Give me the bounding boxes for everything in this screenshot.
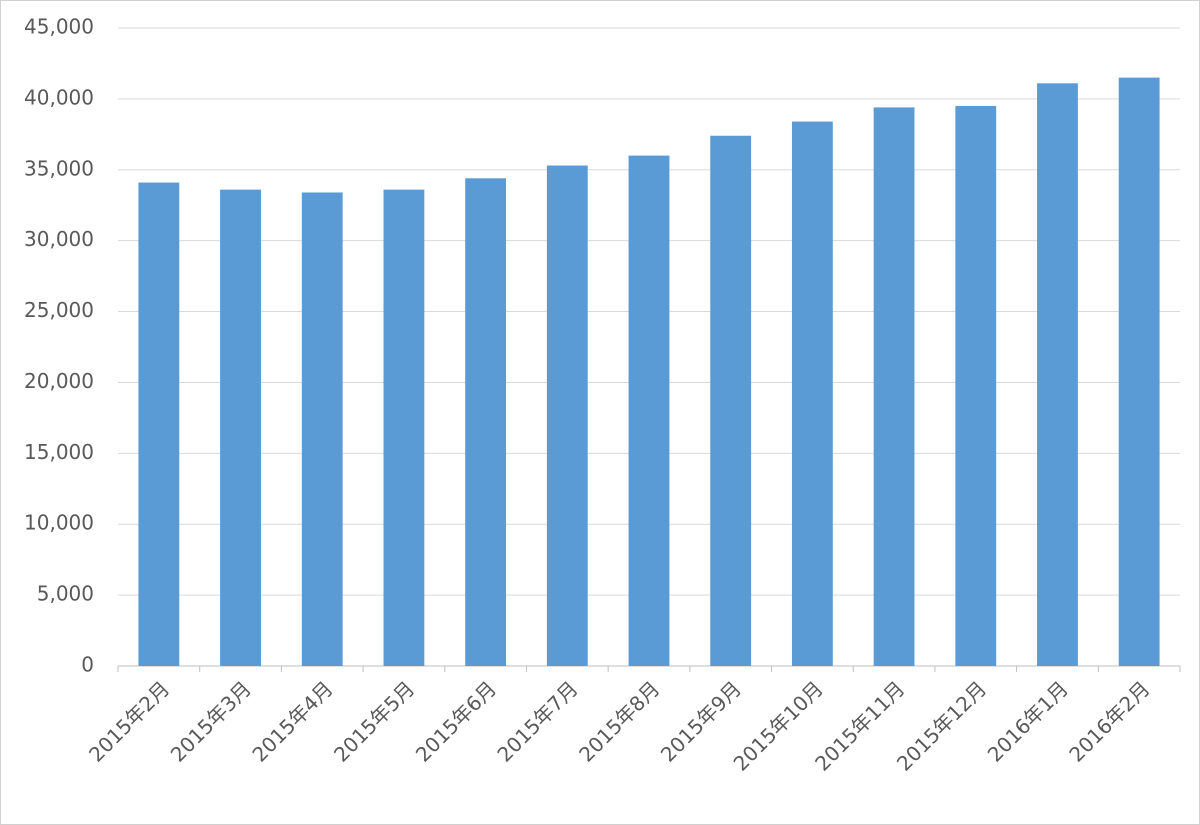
y-tick-label: 5,000: [37, 582, 94, 606]
bar: [1037, 83, 1078, 666]
bar: [383, 189, 425, 667]
y-tick-label: 40,000: [24, 85, 94, 109]
bar: [955, 105, 997, 666]
bar: [873, 107, 915, 666]
bar: [138, 182, 180, 666]
y-tick-label: 35,000: [24, 156, 94, 180]
bar: [301, 192, 343, 666]
bar: [710, 135, 752, 667]
y-tick-label: 10,000: [24, 511, 94, 535]
y-tick-label: 45,000: [24, 15, 94, 39]
bar: [546, 165, 588, 666]
bar: [220, 189, 261, 667]
y-tick-label: 15,000: [24, 440, 94, 464]
y-tick-label: 30,000: [24, 227, 94, 251]
bar: [628, 155, 670, 666]
bar: [1118, 77, 1160, 667]
y-tick-label: 20,000: [24, 369, 94, 393]
bar: [791, 121, 833, 666]
bar: [465, 178, 507, 667]
y-tick-label: 25,000: [24, 298, 94, 322]
y-tick-label: 0: [81, 653, 94, 677]
